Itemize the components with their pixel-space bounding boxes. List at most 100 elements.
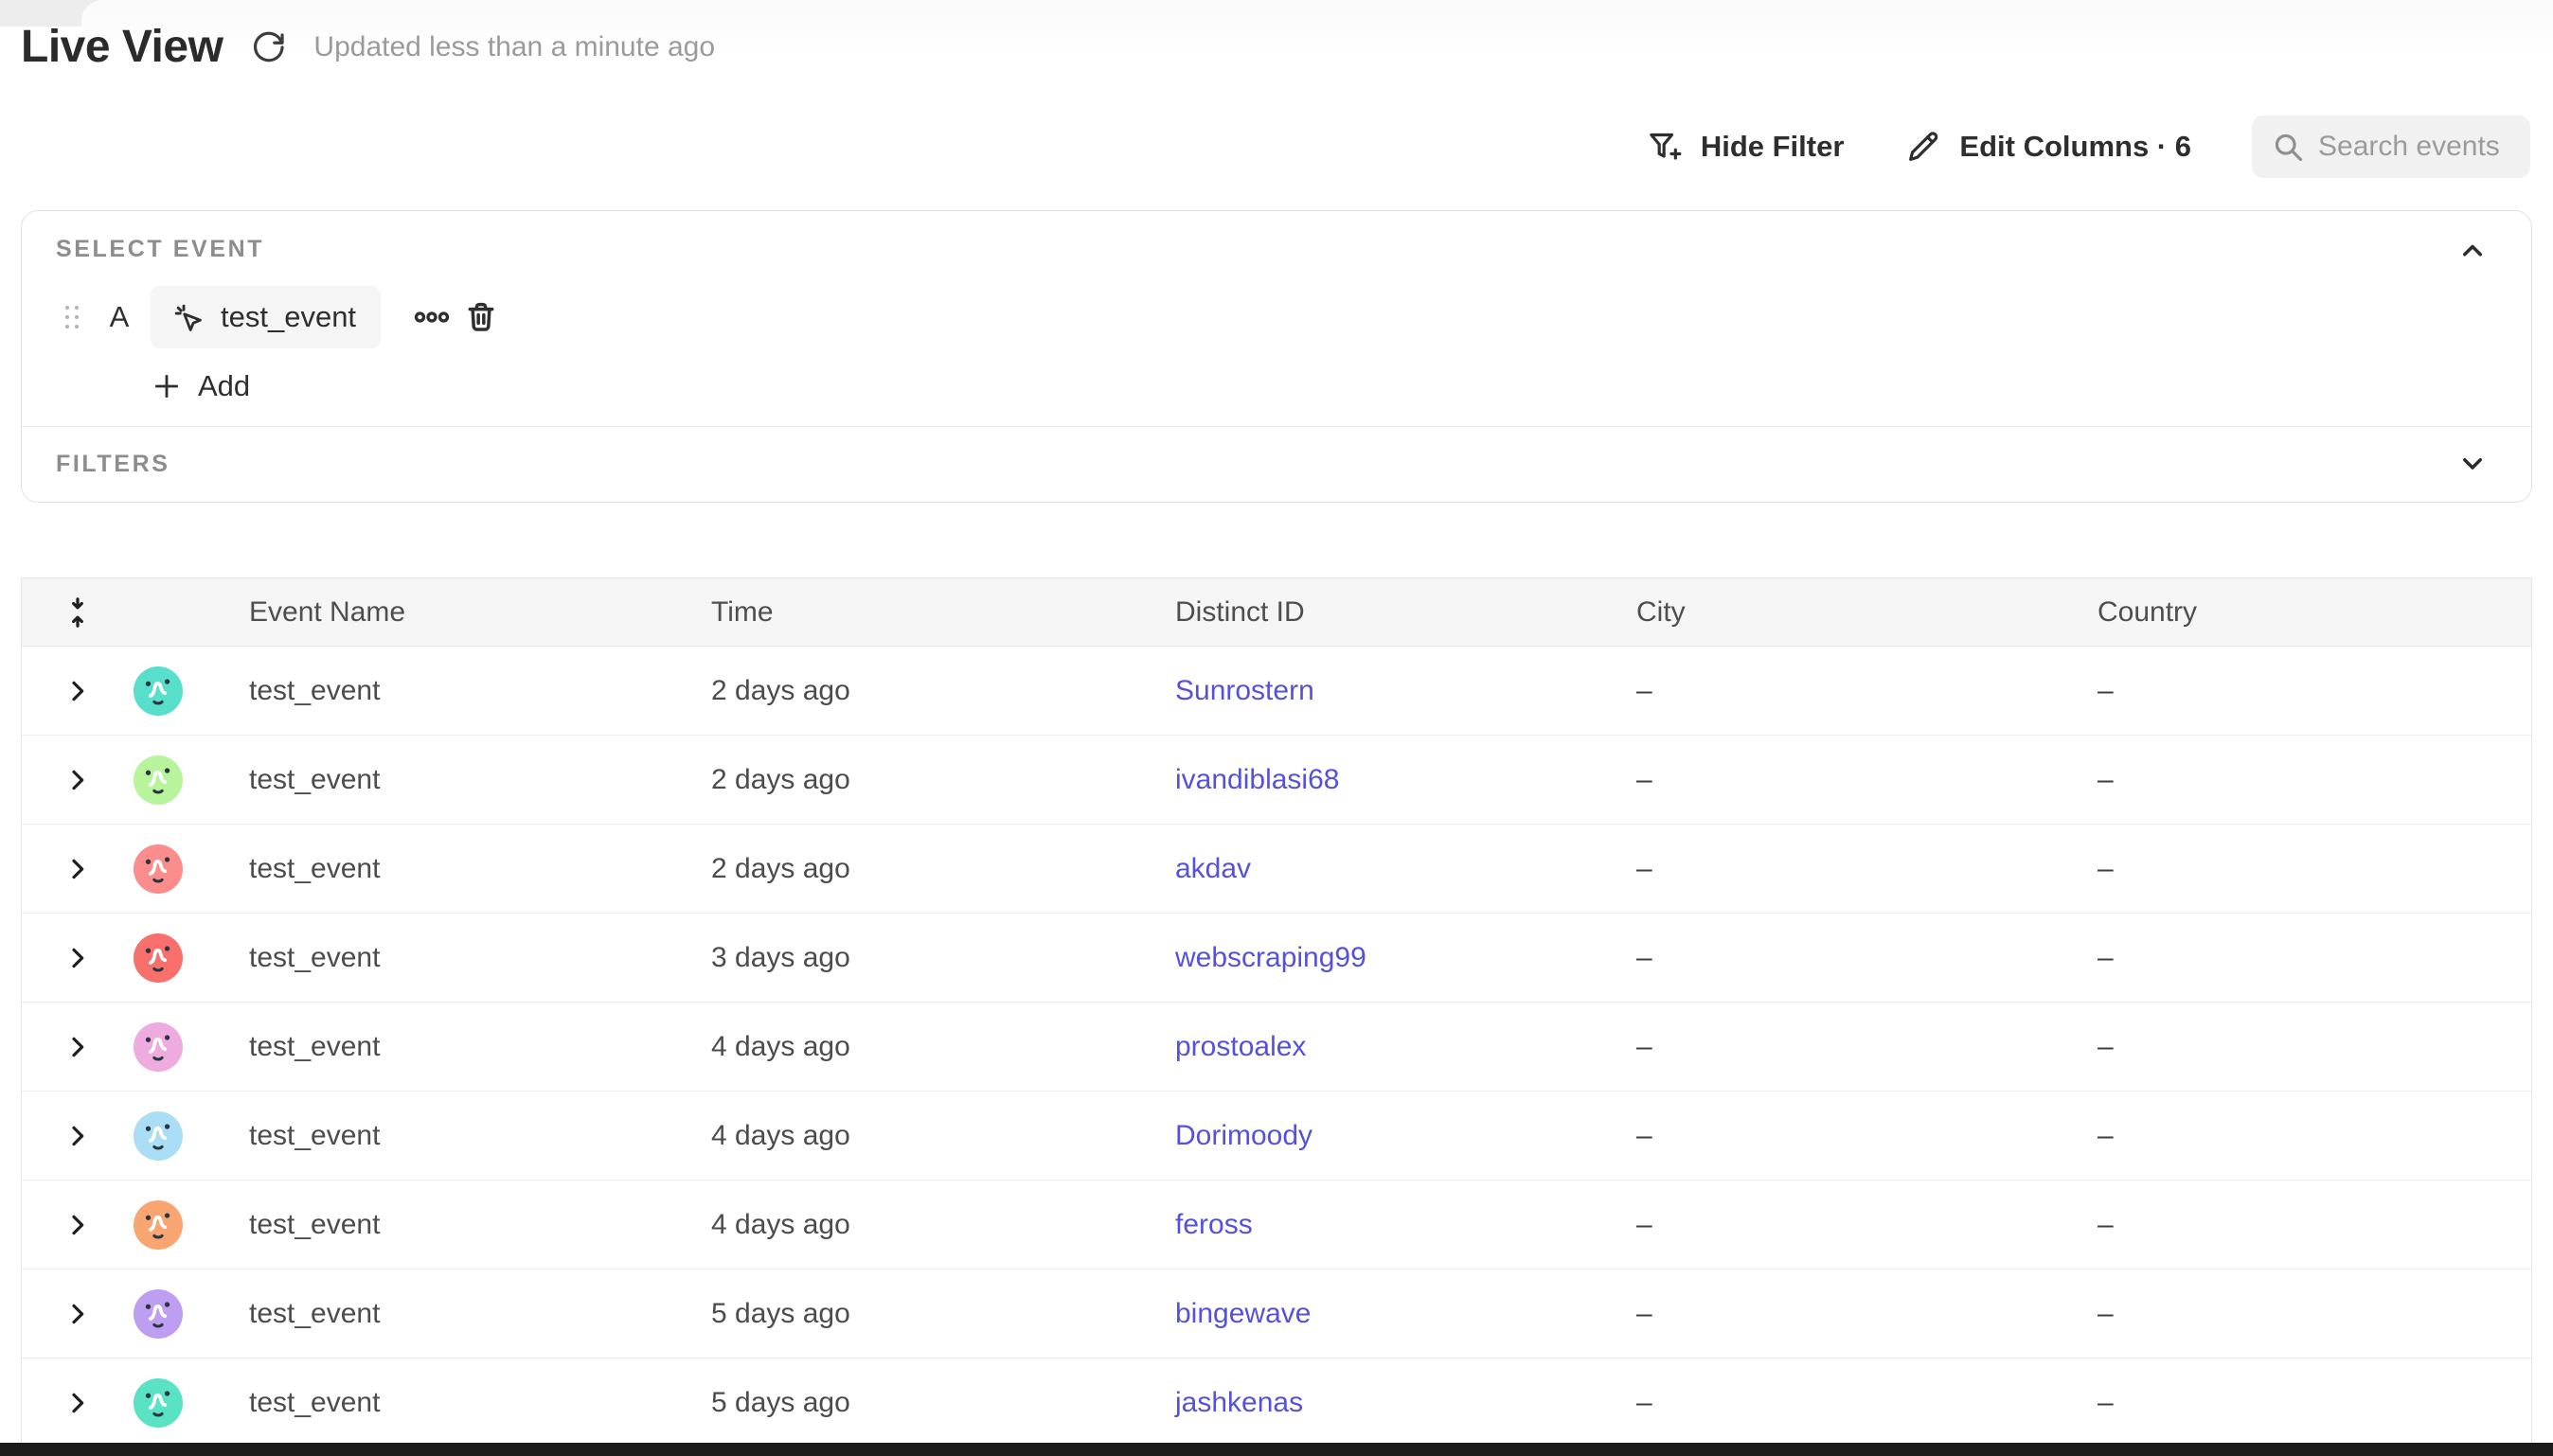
avatar-face-icon <box>145 856 170 883</box>
user-avatar <box>134 755 183 805</box>
chevron-down-icon <box>2463 457 2482 470</box>
chevron-right-icon <box>72 1393 84 1412</box>
cell-city: – <box>1636 1119 1652 1151</box>
cell-event-name: test_event <box>249 1297 381 1329</box>
events-table: Event Name Time Distinct ID City Country <box>21 577 2532 1456</box>
cell-event-name: test_event <box>249 1119 381 1151</box>
expand-row-button[interactable] <box>22 676 134 706</box>
avatar-face-icon <box>145 1034 170 1061</box>
cell-distinct-id-link[interactable]: feross <box>1175 1208 1253 1240</box>
cell-time: 2 days ago <box>711 763 850 795</box>
filters-label: FILTERS <box>56 451 170 477</box>
col-country: Country <box>2098 595 2198 628</box>
cell-distinct-id-link[interactable]: ivandiblasi68 <box>1175 763 1340 795</box>
drag-dots-icon <box>64 305 80 329</box>
table-header-row: Event Name Time Distinct ID City Country <box>22 578 2531 647</box>
cell-event-name: test_event <box>249 852 381 884</box>
table-row: test_event 2 days ago akdav – – <box>22 825 2531 914</box>
cell-distinct-id-link[interactable]: jashkenas <box>1175 1386 1304 1418</box>
cell-country: – <box>2098 1208 2114 1240</box>
page-title: Live View <box>21 22 223 72</box>
cell-distinct-id-link[interactable]: Sunrostern <box>1175 674 1314 706</box>
delete-event-button[interactable] <box>456 293 506 342</box>
bottom-strip <box>0 1443 2553 1456</box>
event-chip-label: test_event <box>221 300 357 333</box>
select-event-section: SELECT EVENT A <box>22 211 2531 426</box>
table-row: test_event 2 days ago ivandiblasi68 – – <box>22 736 2531 825</box>
avatar-face-icon <box>145 767 170 794</box>
table-row: test_event 4 days ago feross – – <box>22 1181 2531 1270</box>
cell-event-name: test_event <box>249 1030 381 1062</box>
collapse-select-event-button[interactable] <box>2455 234 2490 271</box>
event-row: A test_event <box>56 286 2490 348</box>
user-avatar <box>134 1021 183 1072</box>
cell-city: – <box>1636 1030 1652 1062</box>
cell-city: – <box>1636 852 1652 884</box>
user-avatar <box>134 1377 183 1428</box>
user-avatar <box>134 1110 183 1161</box>
expand-row-button[interactable] <box>22 1299 134 1329</box>
cell-distinct-id-link[interactable]: webscraping99 <box>1175 941 1366 973</box>
cell-distinct-id-link[interactable]: akdav <box>1175 852 1252 884</box>
refresh-button[interactable] <box>247 27 289 68</box>
avatar-face-icon <box>145 1390 170 1417</box>
table-body: test_event 2 days ago Sunrostern – – tes… <box>22 647 2531 1447</box>
event-series-letter: A <box>109 300 130 333</box>
toolbar: Hide Filter Edit Columns · 6 <box>1646 115 2530 178</box>
cell-time: 3 days ago <box>711 941 850 973</box>
cell-time: 2 days ago <box>711 852 850 884</box>
hide-filter-button[interactable]: Hide Filter <box>1646 128 1845 166</box>
col-time: Time <box>711 595 774 628</box>
cell-country: – <box>2098 1030 2114 1062</box>
event-options-button[interactable] <box>407 293 456 342</box>
cell-country: – <box>2098 1119 2114 1151</box>
expand-row-button[interactable] <box>22 854 134 884</box>
avatar-face-icon <box>145 1301 170 1328</box>
cell-time: 2 days ago <box>711 674 850 706</box>
expand-row-button[interactable] <box>22 765 134 795</box>
col-distinct-id: Distinct ID <box>1175 595 1305 628</box>
expand-row-button[interactable] <box>22 1388 134 1418</box>
select-event-label: SELECT EVENT <box>56 236 265 262</box>
cell-event-name: test_event <box>249 1386 381 1418</box>
filters-section: FILTERS <box>22 426 2531 502</box>
cell-time: 4 days ago <box>711 1208 850 1240</box>
cell-event-name: test_event <box>249 941 381 973</box>
event-selector-chip[interactable]: test_event <box>151 286 382 348</box>
cell-city: – <box>1636 1297 1652 1329</box>
cell-city: – <box>1636 1208 1652 1240</box>
hide-filter-label: Hide Filter <box>1700 130 1845 163</box>
table-row: test_event 4 days ago Dorimoody – – <box>22 1092 2531 1181</box>
add-event-button[interactable]: Add <box>151 369 250 403</box>
cell-distinct-id-link[interactable]: prostoalex <box>1175 1030 1307 1062</box>
user-avatar <box>134 843 183 894</box>
cell-event-name: test_event <box>249 674 381 706</box>
col-city: City <box>1636 595 1686 628</box>
add-button-label: Add <box>198 369 251 402</box>
trash-icon <box>468 302 494 331</box>
cell-city: – <box>1636 1386 1652 1418</box>
cell-time: 4 days ago <box>711 1030 850 1062</box>
cell-country: – <box>2098 1297 2114 1329</box>
cell-distinct-id-link[interactable]: Dorimoody <box>1175 1119 1313 1151</box>
expand-row-button[interactable] <box>22 1121 134 1151</box>
table-row: test_event 5 days ago jashkenas – – <box>22 1358 2531 1447</box>
chevron-right-icon <box>72 948 84 968</box>
user-avatar <box>134 932 183 983</box>
cell-time: 5 days ago <box>711 1386 850 1418</box>
collapse-all-rows-button[interactable] <box>22 594 134 631</box>
expand-row-button[interactable] <box>22 943 134 973</box>
search-input[interactable] <box>2252 115 2530 178</box>
expand-filters-button[interactable] <box>2455 446 2490 483</box>
content-sheet-top <box>81 0 2553 57</box>
collapse-vertical-icon <box>72 596 83 628</box>
expand-row-button[interactable] <box>22 1210 134 1240</box>
chevron-right-icon <box>72 1304 84 1323</box>
cell-distinct-id-link[interactable]: bingewave <box>1175 1297 1312 1329</box>
refresh-icon <box>254 31 285 62</box>
drag-handle[interactable] <box>56 298 88 336</box>
cell-event-name: test_event <box>249 763 381 795</box>
edit-columns-button[interactable]: Edit Columns · 6 <box>1904 128 2191 166</box>
expand-row-button[interactable] <box>22 1032 134 1062</box>
page-header: Live View Updated less than a minute ago <box>21 21 715 73</box>
